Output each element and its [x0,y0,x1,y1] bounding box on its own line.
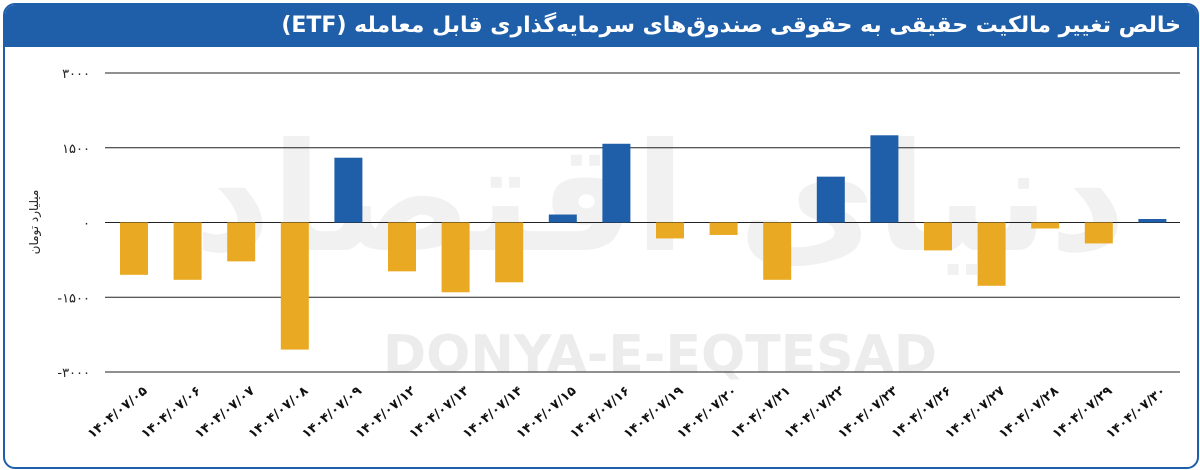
bar [120,222,148,275]
watermark-latin: DONYA-E-EQTESAD [383,325,937,385]
bar [870,135,899,223]
y-axis-ticks: ۳۰۰۰ ۱۵۰۰ ۰ -۱۵۰۰ -۳۰۰۰ [57,67,90,381]
bar [602,143,631,223]
x-axis-ticks: ۱۴۰۴/۰۷/۰۵۱۴۰۴/۰۷/۰۶۱۴۰۴/۰۷/۰۷۱۴۰۴/۰۷/۰۸… [85,384,1169,442]
bar [709,222,738,235]
y-tick-label: ۱۵۰۰ [62,142,90,157]
bar [763,222,792,280]
watermark: دنیای اقتصاد DONYA-E-EQTESAD [194,112,1127,385]
bar [441,222,470,293]
bar [173,222,202,280]
y-axis-label: میلیارد تومان [27,190,42,255]
y-tick-label: -۳۰۰۰ [57,366,90,381]
y-tick-label: -۱۵۰۰ [57,291,90,306]
title-bar: خالص تغییر مالکیت حقیقی به حقوقی صندوق‌ه… [5,5,1197,47]
x-tick-label: ۱۴۰۴/۰۷/۳۰ [1103,384,1169,442]
bar [656,222,684,239]
chart-title: خالص تغییر مالکیت حقیقی به حقوقی صندوق‌ه… [281,13,1181,38]
bars [120,135,1167,350]
bar [495,222,524,283]
bar [1084,222,1113,244]
y-tick-label: ۳۰۰۰ [62,67,90,82]
bar [548,214,577,223]
bar [816,176,845,223]
bar [227,222,256,262]
bar [924,222,952,251]
y-tick-label: ۰ [83,217,90,232]
bar [334,157,363,223]
bar [1138,219,1167,223]
bar [977,222,1006,286]
bar [388,222,416,272]
bar [280,222,309,350]
bar [1031,222,1060,229]
